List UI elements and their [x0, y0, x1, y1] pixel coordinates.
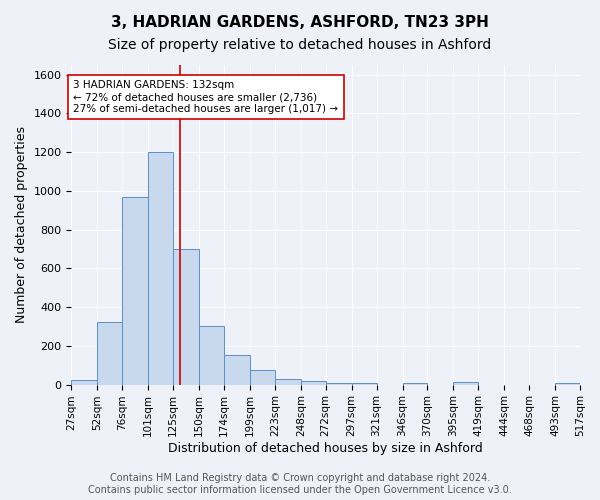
Bar: [224, 354, 250, 384]
Bar: [122, 196, 148, 384]
Bar: [250, 370, 275, 384]
X-axis label: Distribution of detached houses by size in Ashford: Distribution of detached houses by size …: [169, 442, 483, 455]
Bar: [326, 382, 352, 384]
Bar: [199, 326, 224, 384]
Text: 3 HADRIAN GARDENS: 132sqm
← 72% of detached houses are smaller (2,736)
27% of se: 3 HADRIAN GARDENS: 132sqm ← 72% of detac…: [73, 80, 338, 114]
Bar: [97, 322, 122, 384]
Bar: [555, 382, 580, 384]
Text: 3, HADRIAN GARDENS, ASHFORD, TN23 3PH: 3, HADRIAN GARDENS, ASHFORD, TN23 3PH: [111, 15, 489, 30]
Bar: [275, 379, 301, 384]
Text: Contains HM Land Registry data © Crown copyright and database right 2024.
Contai: Contains HM Land Registry data © Crown c…: [88, 474, 512, 495]
Bar: [173, 249, 199, 384]
Bar: [454, 382, 478, 384]
Bar: [352, 382, 377, 384]
Text: Size of property relative to detached houses in Ashford: Size of property relative to detached ho…: [109, 38, 491, 52]
Bar: [148, 152, 173, 384]
Y-axis label: Number of detached properties: Number of detached properties: [15, 126, 28, 324]
Bar: [301, 380, 326, 384]
Bar: [71, 380, 97, 384]
Bar: [403, 382, 427, 384]
